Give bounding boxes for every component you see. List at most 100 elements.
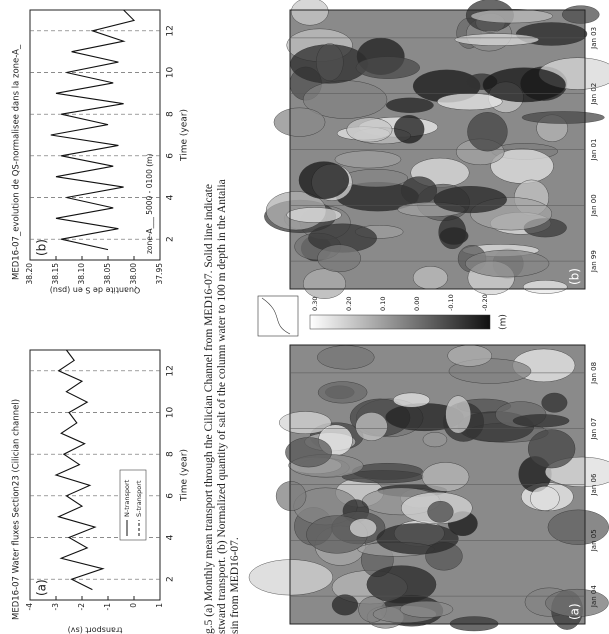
y-tick-label: 38.00 [129, 263, 138, 285]
map-contour [376, 523, 459, 555]
plot-title: MED16-07_evolution de QS-normalisee dans… [12, 44, 22, 280]
inset-map [257, 295, 299, 337]
map-contour [437, 93, 503, 111]
map-contour [522, 280, 568, 294]
map-contour [291, 0, 329, 26]
date-label: Jan 08 [590, 362, 598, 385]
map-contour [334, 150, 402, 169]
caption-line: stward transport. (b) Normalized quantit… [216, 179, 228, 634]
map-contour [290, 44, 369, 84]
map-contour [547, 509, 609, 545]
x-tick-label: 10 [166, 407, 176, 419]
map-contour [412, 266, 448, 290]
map-contour [422, 432, 448, 448]
plot-frame [29, 349, 161, 601]
map-contour [482, 67, 566, 103]
map-contour [279, 411, 332, 434]
x-tick-label: 8 [166, 451, 176, 457]
colorbar-label: 0.10 [379, 297, 387, 311]
x-tick-label: 12 [166, 25, 176, 36]
y-tick-label: 38.10 [77, 263, 86, 285]
legend-label: N-transport [123, 479, 131, 517]
map-contour [562, 5, 600, 24]
map-contour [445, 395, 471, 434]
map-contour [298, 161, 350, 200]
date-label: Jan 06 [590, 473, 598, 496]
map-contour [400, 176, 438, 205]
map-contour [346, 117, 393, 143]
x-tick-label: 6 [166, 493, 176, 499]
map-contour [343, 169, 409, 188]
map-contour [427, 501, 454, 523]
colorbar-label: 0.00 [413, 297, 421, 311]
plot-frame [29, 9, 161, 261]
date-label: Jan 99 [590, 250, 598, 273]
map-contour [303, 268, 346, 299]
y-axis-label: Quantite de S en (psu) [50, 286, 141, 295]
y-tick-label: -3 [51, 603, 60, 611]
legend: N-transport S-transport [119, 469, 147, 541]
map-contour [512, 414, 570, 428]
map-contour [470, 9, 553, 24]
map-contour [399, 600, 454, 618]
map-contour [447, 344, 492, 367]
data-line [50, 9, 136, 251]
colorbar [309, 314, 491, 330]
date-label: Jan 07 [590, 418, 598, 441]
map-contour [467, 112, 508, 152]
map-contour [355, 56, 420, 79]
panel-label: (a) [35, 579, 49, 596]
map-contour [317, 345, 375, 370]
map-contour [331, 594, 359, 616]
caption-line: g.5 (a) Monthly mean transport through t… [203, 184, 215, 634]
caption-line: sin from MED16-07. [229, 537, 241, 634]
x-tick-label: 8 [166, 111, 176, 117]
colorbar-label: 0.20 [345, 297, 353, 311]
map-contour [521, 111, 605, 124]
x-axis-label: Time (year) [180, 449, 190, 502]
map-contour [438, 215, 467, 250]
plot-title: MED16-07 Water fluxes Section23 (Cilicia… [12, 399, 22, 620]
x-tick-label: 4 [166, 194, 176, 200]
date-label: Jan 02 [590, 83, 598, 106]
map-contour [349, 518, 377, 538]
y-tick-label: 37.95 [155, 263, 164, 285]
map-contour [454, 33, 539, 46]
panel-label: (b) [35, 239, 49, 256]
date-label: Jan 00 [590, 194, 598, 217]
map-contour [530, 486, 560, 511]
date-label: Jan 04 [590, 585, 598, 608]
y-tick-label: -1 [103, 603, 112, 611]
inset-coast [261, 297, 291, 335]
y-tick-label: 0 [129, 603, 138, 608]
legend-label: S-transport [135, 480, 143, 517]
map-contour [248, 559, 333, 596]
map-contour [385, 97, 434, 113]
map-contour [286, 207, 342, 223]
colorbar-unit: (m) [499, 314, 509, 330]
panel-label: (a) [568, 603, 582, 620]
colorbar-label: 0.30 [311, 297, 319, 311]
x-tick-label: 10 [166, 67, 176, 79]
colorbar-label: -0.10 [447, 294, 455, 311]
y-tick-label: -4 [25, 603, 34, 611]
date-label: Jan 03 [590, 27, 598, 50]
map-contour [317, 244, 361, 273]
panel-label: (b) [568, 268, 582, 285]
date-label: Jan 01 [590, 139, 598, 162]
x-tick-label: 6 [166, 153, 176, 159]
map-contour [275, 481, 307, 511]
map-contour [433, 186, 507, 214]
x-axis-label: Time (year) [180, 109, 190, 162]
x-tick-label: 2 [166, 576, 176, 582]
map-contour [366, 565, 437, 604]
map-contour [527, 429, 576, 469]
map-contour [393, 115, 425, 144]
map-contour [421, 462, 470, 492]
y-tick-label: 1 [155, 603, 164, 608]
y-tick-label: -2 [77, 603, 86, 611]
map-contour [465, 249, 550, 278]
